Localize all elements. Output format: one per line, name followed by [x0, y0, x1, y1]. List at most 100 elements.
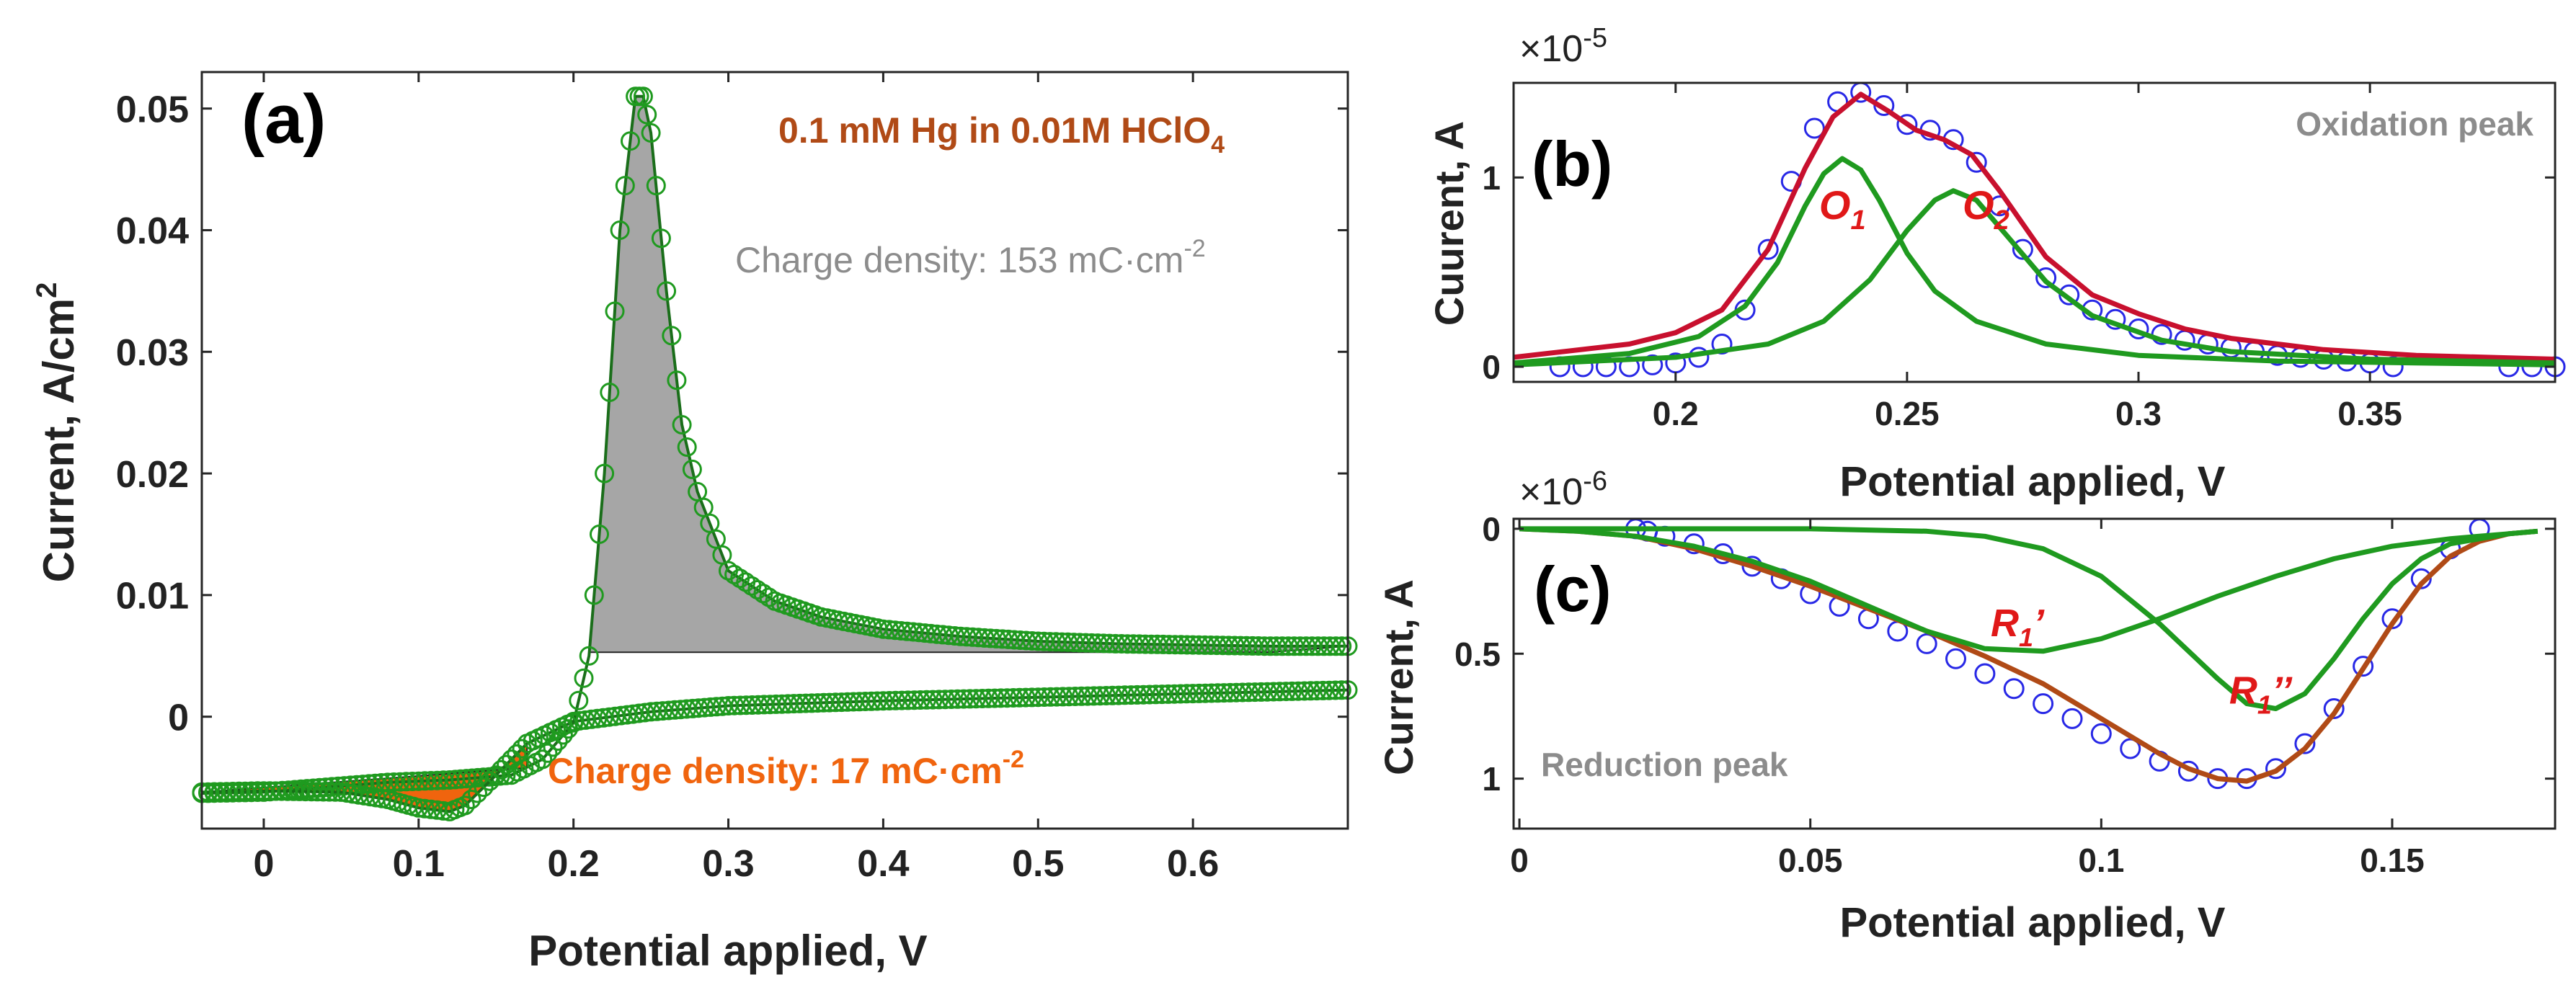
panel-a-y-tick-label: 0.05: [116, 89, 189, 130]
panel-a-data-point: [569, 710, 590, 731]
panel-a-data-point: [579, 646, 599, 666]
panel-a-data-point: [595, 463, 615, 483]
panel-a-data-point: [662, 326, 682, 346]
panel-a-data-point: [517, 733, 537, 754]
panel-a-condition-text: 0.1 mM Hg in 0.01M HClO: [778, 110, 1211, 151]
panel-a-x-tick-label: 0.3: [702, 843, 754, 885]
panel-b-data-point: [1896, 114, 1918, 135]
panel-a-data-point: [1307, 681, 1327, 701]
panel-c: 0 0.05 0.1 0.15 0 0.5 1 (c) Reduction peak ×10…: [1376, 466, 2557, 946]
panel-a-x-tick-label: 0.6: [1167, 843, 1219, 885]
panel-a-data-point: [414, 771, 435, 791]
panel-a-y-axis-title-text: Current, A/cm: [35, 298, 83, 583]
panel-a-ox-charge-sup: -2: [1183, 235, 1205, 262]
panel-a-data-point: [1065, 687, 1085, 706]
panel-a-data-point: [991, 688, 1011, 708]
panel-a-data-point: [917, 690, 937, 710]
panel-b-series-group: [1513, 81, 2566, 378]
panel-a-data-point: [1325, 680, 1346, 700]
panel-a-condition-sub: 4: [1211, 131, 1225, 159]
panel-c-data-point: [2265, 758, 2286, 780]
panel-a-data-point: [1146, 684, 1166, 705]
panel-a-y-axis-title-sup: 2: [31, 282, 63, 298]
panel-c-y-tick-label: 1: [1482, 760, 1501, 798]
panel-a-data-point: [427, 800, 448, 820]
panel-a-data-point: [600, 383, 620, 402]
panel-a-data-point: [210, 782, 231, 802]
panel-a-data-point: [1133, 684, 1153, 705]
panel-a-x-tick-label: 0.4: [857, 843, 909, 885]
panel-c-y-tick-label: 0: [1482, 510, 1501, 548]
panel-c-data-point: [1916, 633, 1937, 654]
panel-a-data-point: [533, 749, 553, 770]
panel-b-y-tick-label: 0: [1482, 349, 1501, 386]
panel-a-data-point: [615, 176, 635, 196]
panel-a-data-point: [929, 690, 949, 710]
panel-a-y-tick-label: 0.03: [116, 332, 189, 374]
panel-b-fit-line-1: [1513, 92, 2556, 362]
panel-a-data-point: [966, 689, 986, 709]
panel-b-multiplier-exp: -5: [1583, 23, 1607, 53]
panel-a-data-point: [1041, 687, 1060, 707]
panel-b-x-tick-label: 0.2: [1653, 395, 1699, 432]
panel-b-peak-label-o2-text: O: [1963, 182, 1994, 228]
panel-a-data-point: [1202, 683, 1222, 703]
panel-a-data-point: [421, 771, 441, 790]
panel-a-data-point: [440, 801, 460, 821]
panel-a-data-point: [1282, 681, 1302, 701]
panel-a-data-point: [1263, 682, 1284, 702]
panel-a-data-point: [1016, 687, 1036, 708]
panel-a-data-point: [584, 585, 604, 605]
panel-a-data-point: [1189, 683, 1209, 703]
panel-a-data-point: [1034, 687, 1054, 707]
panel-a-data-point: [1276, 682, 1296, 702]
panel-a-data-point: [1152, 684, 1172, 705]
panel-a-data-point: [1226, 682, 1246, 703]
panel-c-x-tick-label: 0.15: [2360, 842, 2425, 879]
panel-a-data-point: [1251, 682, 1271, 702]
panel-a-data-point: [590, 525, 609, 544]
panel-c-plot-frame: [1512, 517, 2557, 830]
panel-a-data-point: [605, 301, 625, 321]
panel-a-data-point: [497, 754, 517, 775]
panel-a-data-point: [1300, 681, 1320, 701]
panel-a-data-point: [657, 281, 677, 301]
panel-c-y-tick-label: 0.5: [1454, 636, 1501, 673]
panel-a-x-tick-label: 0.2: [548, 843, 600, 885]
panel-a-data-point: [198, 782, 218, 802]
panel-c-x-tick-label: 0: [1510, 842, 1529, 879]
panel-c-x-tick-label: 0.1: [2078, 842, 2124, 879]
panel-b-data-point: [2035, 267, 2057, 288]
panel-a-data-point: [1270, 682, 1289, 702]
panel-b-note: Oxidation peak: [2296, 105, 2533, 143]
panel-c-data-point: [2033, 693, 2054, 715]
panel-a-data-point: [892, 690, 912, 710]
panel-b-data-point: [1711, 334, 1733, 354]
panel-a-axes: 0 0.1 0.2 0.3 0.4 0.5 0.6 0 0.01 0.02 0.03 0.04 0.05: [116, 71, 1349, 885]
panel-a-data-point: [1319, 680, 1339, 700]
panel-a-data-point: [247, 781, 267, 801]
panel-a-data-point: [433, 801, 453, 821]
panel-c-data-point: [2323, 698, 2345, 719]
panel-a-data-point: [633, 86, 653, 107]
panel-a-data-point: [935, 690, 955, 710]
panel-a-data-point: [898, 690, 918, 710]
panel-c-fit-line-3: [1519, 526, 2539, 711]
panel-a-data-point: [672, 415, 692, 434]
panel-a-data-point: [486, 765, 506, 785]
panel-a-y-axis-title: Current, A/cm2: [31, 282, 83, 583]
panel-a-data-point: [474, 777, 494, 798]
panel-b-data-point: [1642, 354, 1664, 375]
panel-a-data-point: [396, 772, 417, 792]
panel-a-data-point: [1171, 684, 1191, 704]
panel-a-y-tick-label: 0.04: [116, 210, 189, 252]
panel-a-data-point: [491, 759, 511, 780]
panel-a-data-point: [1047, 687, 1067, 707]
panel-a-data-point: [997, 688, 1017, 708]
panel-a-x-tick-label: 0: [253, 843, 274, 885]
panel-a-data-point: [1121, 685, 1141, 705]
panel-c-axes: 0 0.05 0.1 0.15 0 0.5 1: [1454, 510, 2557, 879]
panel-a-data-point: [1078, 686, 1098, 706]
panel-a-data-point: [610, 220, 630, 240]
panel-a-y-tick-label: 0.02: [116, 454, 189, 496]
